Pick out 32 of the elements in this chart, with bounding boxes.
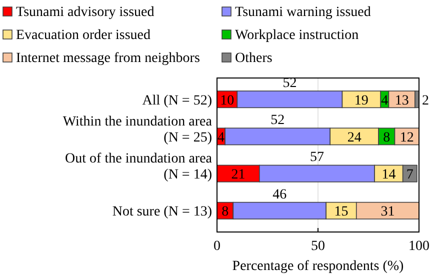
data-label: 52 bbox=[270, 113, 285, 128]
legend-label: Tsunami advisory issued bbox=[16, 5, 154, 20]
x-axis-title: Percentage of respondents (%) bbox=[232, 259, 404, 274]
y-tick-label: Within the inundation area (N = 25) bbox=[62, 114, 213, 146]
data-label: 57 bbox=[310, 150, 324, 166]
data-label: 19 bbox=[354, 93, 368, 108]
data-label: 7 bbox=[406, 168, 414, 183]
data-label: 4 bbox=[218, 130, 225, 146]
legend-label: Internet message from neighbors bbox=[16, 51, 200, 66]
data-label: 12 bbox=[400, 130, 414, 146]
legend-label: Workplace instruction bbox=[235, 28, 359, 43]
data-label: 31 bbox=[380, 204, 395, 220]
y-tick-label: Out of the inundation area (N = 14) bbox=[65, 152, 213, 183]
data-label: 4 bbox=[381, 93, 388, 108]
data-label: 10 bbox=[220, 93, 234, 108]
data-label: 24 bbox=[347, 130, 362, 146]
legend-label: Others bbox=[235, 51, 272, 66]
x-tick-label: 0 bbox=[214, 239, 220, 254]
y-tick-label: All (N = 52) bbox=[142, 93, 212, 108]
legend-label: Evacuation order issued bbox=[16, 28, 151, 43]
data-label: 2 bbox=[422, 93, 429, 108]
y-tick-label: Not sure (N = 13) bbox=[112, 204, 212, 220]
x-tick-label: 50 bbox=[311, 239, 325, 254]
data-label: 21 bbox=[231, 168, 246, 183]
legend-label: Tsunami warning issued bbox=[235, 5, 371, 20]
data-label: 15 bbox=[334, 204, 348, 220]
data-label: 8 bbox=[222, 204, 229, 220]
data-label: 8 bbox=[383, 130, 390, 146]
x-tick-label: 100 bbox=[408, 239, 430, 254]
data-label: 13 bbox=[394, 93, 409, 108]
data-label: 14 bbox=[382, 168, 396, 183]
data-label: 46 bbox=[272, 187, 287, 202]
